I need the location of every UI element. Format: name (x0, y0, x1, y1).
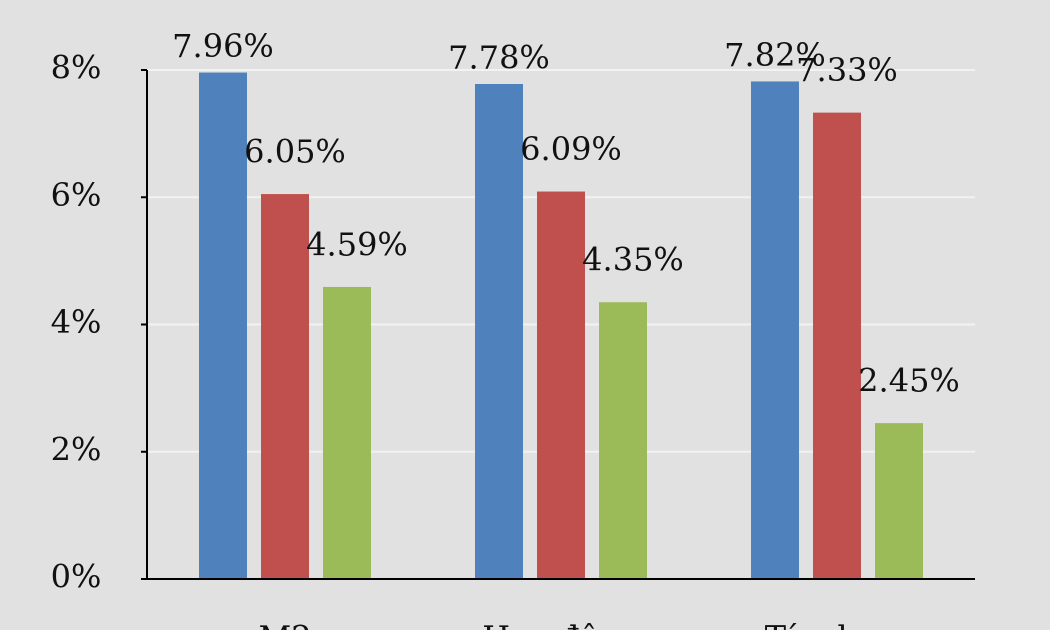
bar (475, 83, 523, 579)
value-label: 7.82% (724, 36, 826, 74)
bar (261, 194, 309, 579)
x-tick-label: Huy động (482, 619, 640, 630)
value-label: 7.33% (796, 51, 898, 89)
bar (599, 302, 647, 579)
bar (813, 112, 861, 579)
value-label: 7.78% (448, 38, 550, 76)
bar (875, 423, 923, 579)
y-tick-label: 0% (51, 558, 102, 596)
y-tick-label: 8% (51, 49, 102, 87)
y-tick-label: 4% (51, 303, 102, 341)
value-label: 6.09% (520, 130, 622, 168)
value-label: 4.35% (582, 241, 684, 279)
bar (199, 72, 247, 580)
value-label: 2.45% (858, 362, 960, 400)
y-tick-label: 2% (51, 430, 102, 468)
value-label: 4.59% (306, 225, 408, 263)
y-tick-label: 6% (51, 176, 102, 214)
x-tick-label: M2 (258, 619, 311, 630)
value-label: 7.96% (172, 27, 274, 65)
bar (537, 191, 585, 579)
bar (751, 81, 799, 579)
x-tick-label: Tín dụng (765, 619, 910, 630)
bar (323, 286, 371, 579)
value-label: 6.05% (244, 133, 346, 171)
